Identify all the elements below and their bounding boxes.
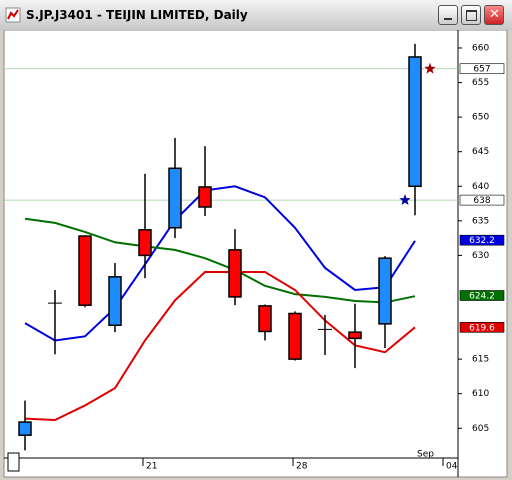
price-label-box xyxy=(459,234,505,246)
candle-body xyxy=(138,229,152,257)
candle-body xyxy=(258,305,272,333)
candle-body xyxy=(378,257,392,325)
marker-star xyxy=(399,194,411,205)
price-label-box xyxy=(459,322,505,333)
price-label: 624.2 xyxy=(469,292,495,302)
candle-body xyxy=(78,235,92,306)
minimize-button[interactable] xyxy=(438,5,458,25)
candle-body xyxy=(288,312,302,360)
y-tick-label: 660 xyxy=(472,43,489,53)
y-tick-label: 650 xyxy=(472,113,489,123)
marker-star xyxy=(424,62,436,74)
indicator-line xyxy=(24,185,416,342)
maximize-button[interactable] xyxy=(461,5,481,25)
candle-body xyxy=(348,331,362,340)
x-tick-label: 28 xyxy=(296,462,308,472)
price-label: 632.2 xyxy=(469,236,495,246)
price-label: 657 xyxy=(473,65,490,75)
y-tick-label: 640 xyxy=(472,182,489,192)
y-tick-label: 615 xyxy=(472,355,489,365)
window-title: S.JP.J3401 - TEIJIN LIMITED, Daily xyxy=(26,8,248,22)
month-label: Sep xyxy=(417,450,434,460)
app-icon xyxy=(5,7,21,23)
indicator-line xyxy=(24,271,416,421)
y-tick-label: 610 xyxy=(472,389,489,399)
y-tick-label: 630 xyxy=(472,251,489,261)
candle-body xyxy=(408,56,422,188)
price-label: 638 xyxy=(473,196,490,206)
close-button[interactable]: ✕ xyxy=(484,5,504,25)
chart: 605 610 615 630 635 640 645 650 655 660 21 28 04 Sep 6… xyxy=(3,30,508,478)
y-tick-label: 605 xyxy=(472,424,489,434)
candle-body xyxy=(18,421,32,436)
candle-body xyxy=(198,186,212,208)
x-tick-label: 21 xyxy=(146,462,157,472)
scroll-box[interactable] xyxy=(7,452,20,472)
price-label-box xyxy=(459,63,505,75)
y-tick-label: 635 xyxy=(472,216,489,226)
price-label-box xyxy=(459,194,505,206)
title-bar: S.JP.J3401 - TEIJIN LIMITED, Daily ✕ xyxy=(0,0,512,30)
y-tick-label: 645 xyxy=(472,147,489,157)
y-tick-label: 655 xyxy=(472,78,489,88)
x-tick-label: 04 xyxy=(446,462,458,472)
price-label: 619.6 xyxy=(469,323,495,333)
price-label-box xyxy=(459,290,505,301)
candle-body xyxy=(228,249,242,298)
candle-body xyxy=(168,167,182,229)
candle-body xyxy=(108,276,122,326)
indicator-line xyxy=(24,217,416,304)
